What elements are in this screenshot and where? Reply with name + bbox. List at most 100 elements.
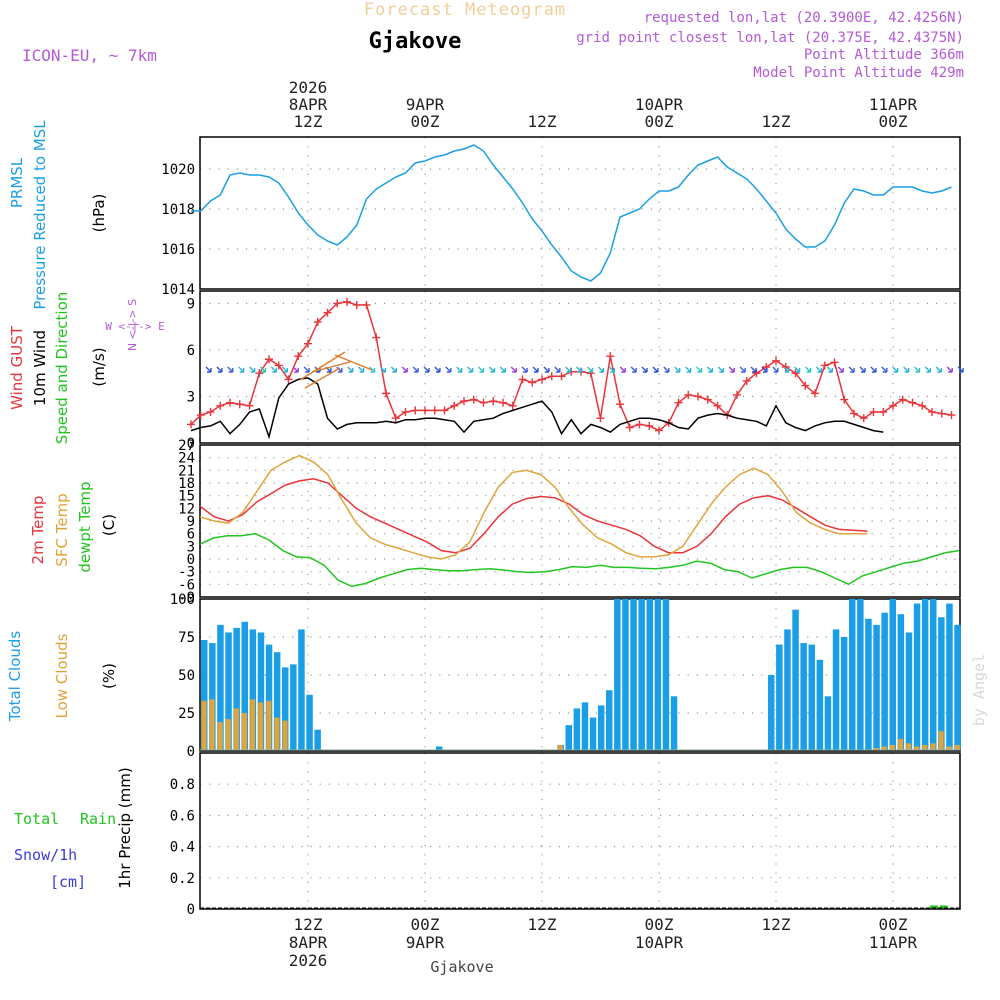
wind-direction-arrow [281,366,288,373]
gust-marker [645,421,654,430]
gust-marker [362,300,371,309]
total-cloud-bar [921,599,929,750]
y-tick-label: 21 [178,463,195,479]
y-tick-label: 25 [178,706,195,722]
gust-marker [694,392,702,401]
gust-marker [508,401,517,410]
y-tick-label: 6 [187,527,195,543]
wind-panel: 0 3 6 9 Wind GUST 10m Wind Speed and Direction… [8,290,964,452]
total-cloud-bar [290,664,297,750]
gust-marker [889,401,897,410]
y-tick-label: 12 [178,501,195,517]
y-tick-label: 75 [178,630,195,646]
gust-marker [801,381,810,390]
wind-direction-arrow [706,366,714,373]
gust-marker [937,409,946,418]
wind-direction-arrow [630,366,637,373]
gust-marker [479,398,488,407]
wind-direction-arrow [467,366,474,373]
y-tick-label: 18 [178,476,195,492]
total-cloud-bar [314,729,321,750]
wind-direction-arrow [260,366,267,373]
panel-frame [199,290,961,444]
precip-bar [939,905,948,909]
wind-direction-arrow [554,366,561,373]
top-time-label: 12Z [528,112,557,131]
temp-2m-label: 2m Temp [29,496,47,565]
wind-direction-arrow [456,366,463,373]
total-cloud-bar [792,609,799,750]
pressure-line [191,144,952,282]
y-tick-label: 0.2 [170,871,195,887]
total-cloud-bar [630,599,637,750]
total-cloud-bar [597,705,605,750]
total-cloud-bar [849,599,856,750]
gust-marker [450,401,459,410]
wind-direction-arrow [870,366,877,373]
total-cloud-bar [622,599,629,750]
total-cloud-bar [873,624,880,750]
temp-unit: (C) [100,514,118,536]
gust-marker [489,397,498,406]
total-cloud-bar [638,599,645,750]
total-cloud-bar [930,599,937,750]
wind-direction-arrow [358,366,365,373]
bottom-day-label: 8APR [289,933,328,952]
top-day-label: 10APR [635,95,684,114]
top-time-label: 00Z [411,112,440,131]
gust-marker [401,407,410,416]
bottom-day-label: 11APR [869,933,918,952]
gust-marker [274,361,283,370]
wind-direction-arrow [412,366,419,373]
y-tick-label: 9 [187,514,195,530]
y-tick-label: 1014 [161,282,195,298]
gust-marker [596,414,605,423]
total-cloud-bar [265,644,273,750]
wind-direction-arrow [761,366,768,373]
wind-direction-arrow [238,366,245,373]
gust-marker [742,376,751,385]
wind-direction-arrow [783,366,790,373]
bottom-time-label: 12Z [528,915,557,934]
wind-line [190,377,884,440]
point-altitude: Point Altitude 366m [804,47,964,63]
gust-marker [830,358,839,367]
y-tick-label: -3 [178,565,195,581]
low-cloud-bar [258,702,264,750]
total-cloud-bar [654,599,662,750]
gust-marker [840,395,849,404]
bottom-time-label: 00Z [879,915,908,934]
wind-direction-arrow [565,366,572,373]
gust-marker [850,409,858,418]
wind-direction-arrow [881,366,888,373]
gust-marker [284,375,293,384]
snow-label: Snow/1h [14,846,77,864]
gust-marker [313,318,322,327]
gust-marker [820,361,829,370]
bottom-time-label: 12Z [762,915,791,934]
gust-marker [382,389,390,398]
total-cloud-bar [840,637,848,750]
wind-direction-arrow [532,366,539,373]
total-cloud-bar [938,617,945,750]
gust-marker [547,372,556,381]
total-cloud-bar [857,599,864,750]
total-cloud-bar [832,629,840,750]
wind-direction-arrow [227,366,234,373]
clouds-panel: 0 25 50 75 100 Total Clouds Low Clouds (%) [6,592,961,760]
wind-direction-arrow [815,366,823,373]
top-day-label: 8APR [289,95,328,114]
total-cloud-bar [614,599,621,750]
gust-marker [265,355,273,364]
top-year-label: 2026 [289,78,328,97]
low-cloud-bar [906,743,912,750]
gust-marker [323,308,332,317]
footer-location: Gjakove [430,958,493,976]
total-rain-label: Total [14,810,59,828]
pressure-sublabel: Pressure Reduced to MSL [31,120,49,310]
total-cloud-bar [946,603,953,750]
wind-direction-arrow [859,366,866,373]
gust-marker [684,390,693,399]
low-cloud-bar [209,699,215,750]
